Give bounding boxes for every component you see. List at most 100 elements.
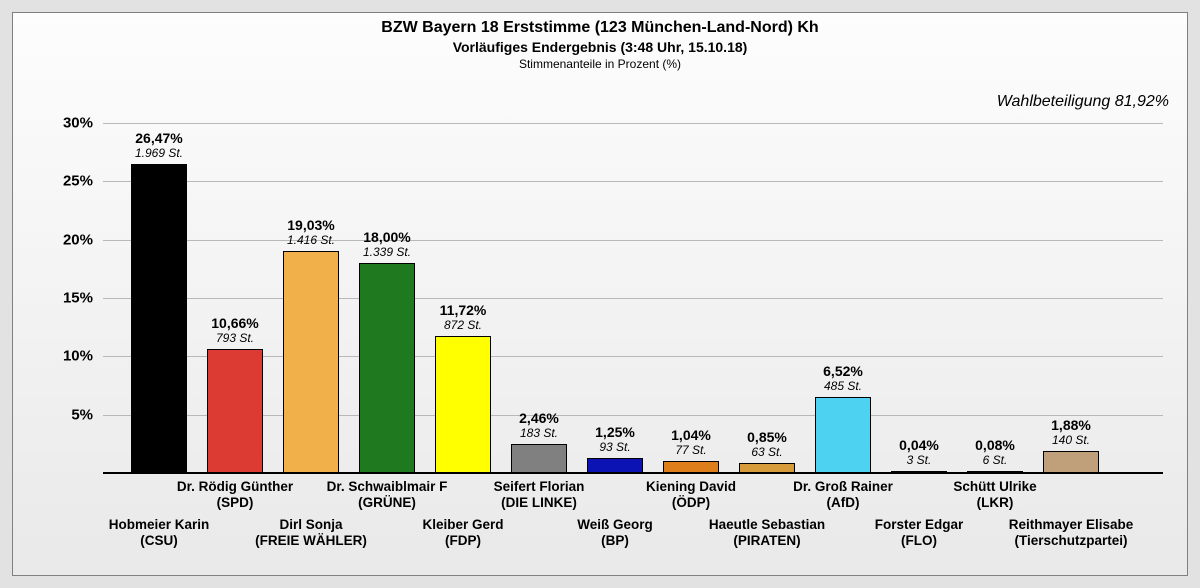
bar-slot: 1,25%93 St.: [577, 458, 653, 473]
candidate-party: (DIE LINKE): [494, 495, 585, 511]
bar-votes: 485 St.: [823, 379, 863, 393]
candidate-party: (FREIE WÄHLER): [255, 533, 367, 549]
bar-pct: 2,46%: [519, 410, 559, 426]
candidate-name: Hobmeier Karin: [109, 517, 210, 533]
bar: [1043, 451, 1099, 473]
candidate-name: Dirl Sonja: [255, 517, 367, 533]
bar-votes: 872 St.: [440, 318, 487, 332]
bar: [131, 164, 187, 473]
bar-slot: 26,47%1.969 St.: [121, 164, 197, 473]
candidate-party: (PIRATEN): [709, 533, 825, 549]
chart-unit: Stimmenanteile in Prozent (%): [13, 57, 1187, 71]
bar-value-label: 0,85%63 St.: [747, 429, 787, 459]
bar-pct: 0,08%: [975, 437, 1015, 453]
bar-value-label: 2,46%183 St.: [519, 410, 559, 440]
candidate-party: (FDP): [422, 533, 503, 549]
bar: [587, 458, 643, 473]
candidate-name: Haeutle Sebastian: [709, 517, 825, 533]
candidate-party: (Tierschutzpartei): [1009, 533, 1134, 549]
candidate-name: Forster Edgar: [875, 517, 964, 533]
bar-pct: 10,66%: [211, 315, 258, 331]
bar-value-label: 11,72%872 St.: [440, 302, 487, 332]
bar: [891, 471, 947, 473]
x-tick-label: Kiening David(ÖDP): [646, 479, 736, 510]
bar-slot: 6,52%485 St.: [805, 397, 881, 473]
grid-line: [103, 123, 1163, 124]
x-tick-label: Dr. Groß Rainer(AfD): [793, 479, 893, 510]
x-tick-label: Forster Edgar(FLO): [875, 517, 964, 548]
bar-pct: 26,47%: [135, 130, 183, 146]
bar-pct: 11,72%: [440, 302, 487, 318]
y-tick-label: 5%: [71, 406, 103, 423]
x-tick-label: Schütt Ulrike(LKR): [953, 479, 1036, 510]
candidate-name: Kleiber Gerd: [422, 517, 503, 533]
bar-slot: 11,72%872 St.: [425, 336, 501, 473]
y-tick-label: 25%: [63, 173, 103, 190]
turnout-label: Wahlbeteiligung 81,92%: [997, 93, 1169, 111]
bar: [663, 461, 719, 473]
bar: [435, 336, 491, 473]
bar-slot: 10,66%793 St.: [197, 349, 273, 473]
bar-pct: 0,04%: [899, 437, 939, 453]
bar-votes: 793 St.: [211, 331, 258, 345]
bar-pct: 1,04%: [671, 427, 711, 443]
chart-panel: BZW Bayern 18 Erststimme (123 München-La…: [12, 12, 1188, 576]
bar-value-label: 19,03%1.416 St.: [287, 217, 335, 247]
candidate-name: Schütt Ulrike: [953, 479, 1036, 495]
x-tick-label: Dirl Sonja(FREIE WÄHLER): [255, 517, 367, 548]
bar-pct: 1,88%: [1051, 417, 1091, 433]
bar-value-label: 1,25%93 St.: [595, 424, 635, 454]
bar-value-label: 6,52%485 St.: [823, 363, 863, 393]
bar-value-label: 0,08%6 St.: [975, 437, 1015, 467]
candidate-party: (LKR): [953, 495, 1036, 511]
bar: [359, 263, 415, 473]
bar-pct: 19,03%: [287, 217, 335, 233]
x-tick-label: Dr. Rödig Günther(SPD): [177, 479, 293, 510]
candidate-party: (BP): [577, 533, 653, 549]
x-tick-label: Hobmeier Karin(CSU): [109, 517, 210, 548]
bar: [283, 251, 339, 473]
x-tick-label: Haeutle Sebastian(PIRATEN): [709, 517, 825, 548]
candidate-party: (FLO): [875, 533, 964, 549]
plot-area: 5%10%15%20%25%30%26,47%1.969 St.10,66%79…: [103, 123, 1163, 473]
candidate-name: Reithmayer Elisabe: [1009, 517, 1134, 533]
bar-pct: 1,25%: [595, 424, 635, 440]
x-tick-label: Seifert Florian(DIE LINKE): [494, 479, 585, 510]
chart-titles: BZW Bayern 18 Erststimme (123 München-La…: [13, 13, 1187, 71]
bar-pct: 0,85%: [747, 429, 787, 445]
candidate-name: Seifert Florian: [494, 479, 585, 495]
bar-votes: 140 St.: [1051, 433, 1091, 447]
bar-votes: 1.416 St.: [287, 233, 335, 247]
candidate-party: (ÖDP): [646, 495, 736, 511]
candidate-name: Dr. Rödig Günther: [177, 479, 293, 495]
y-tick-label: 15%: [63, 290, 103, 307]
y-tick-label: 10%: [63, 348, 103, 365]
bar-votes: 77 St.: [671, 443, 711, 457]
bar-votes: 6 St.: [975, 453, 1015, 467]
bar-value-label: 0,04%3 St.: [899, 437, 939, 467]
bar-slot: 19,03%1.416 St.: [273, 251, 349, 473]
bar: [207, 349, 263, 473]
grid-line: [103, 240, 1163, 241]
bar-value-label: 26,47%1.969 St.: [135, 130, 183, 160]
y-tick-label: 20%: [63, 231, 103, 248]
grid-line: [103, 181, 1163, 182]
candidate-name: Weiß Georg: [577, 517, 653, 533]
bar-value-label: 10,66%793 St.: [211, 315, 258, 345]
bar-votes: 63 St.: [747, 445, 787, 459]
x-tick-label: Weiß Georg(BP): [577, 517, 653, 548]
x-axis-labels: Hobmeier Karin(CSU) Dr. Rödig Günther(SPD…: [103, 475, 1163, 565]
bar-votes: 1.969 St.: [135, 146, 183, 160]
candidate-party: (GRÜNE): [327, 495, 448, 511]
bar: [511, 444, 567, 473]
candidate-name: Dr. Schwaiblmair F: [327, 479, 448, 495]
candidate-name: Kiening David: [646, 479, 736, 495]
bar-votes: 1.339 St.: [363, 245, 411, 259]
bar-slot: 2,46%183 St.: [501, 444, 577, 473]
bar-slot: 0,04%3 St.: [881, 471, 957, 473]
bar-value-label: 1,04%77 St.: [671, 427, 711, 457]
candidate-party: (CSU): [109, 533, 210, 549]
bar: [815, 397, 871, 473]
bar-slot: 0,08%6 St.: [957, 471, 1033, 473]
x-tick-label: Kleiber Gerd(FDP): [422, 517, 503, 548]
